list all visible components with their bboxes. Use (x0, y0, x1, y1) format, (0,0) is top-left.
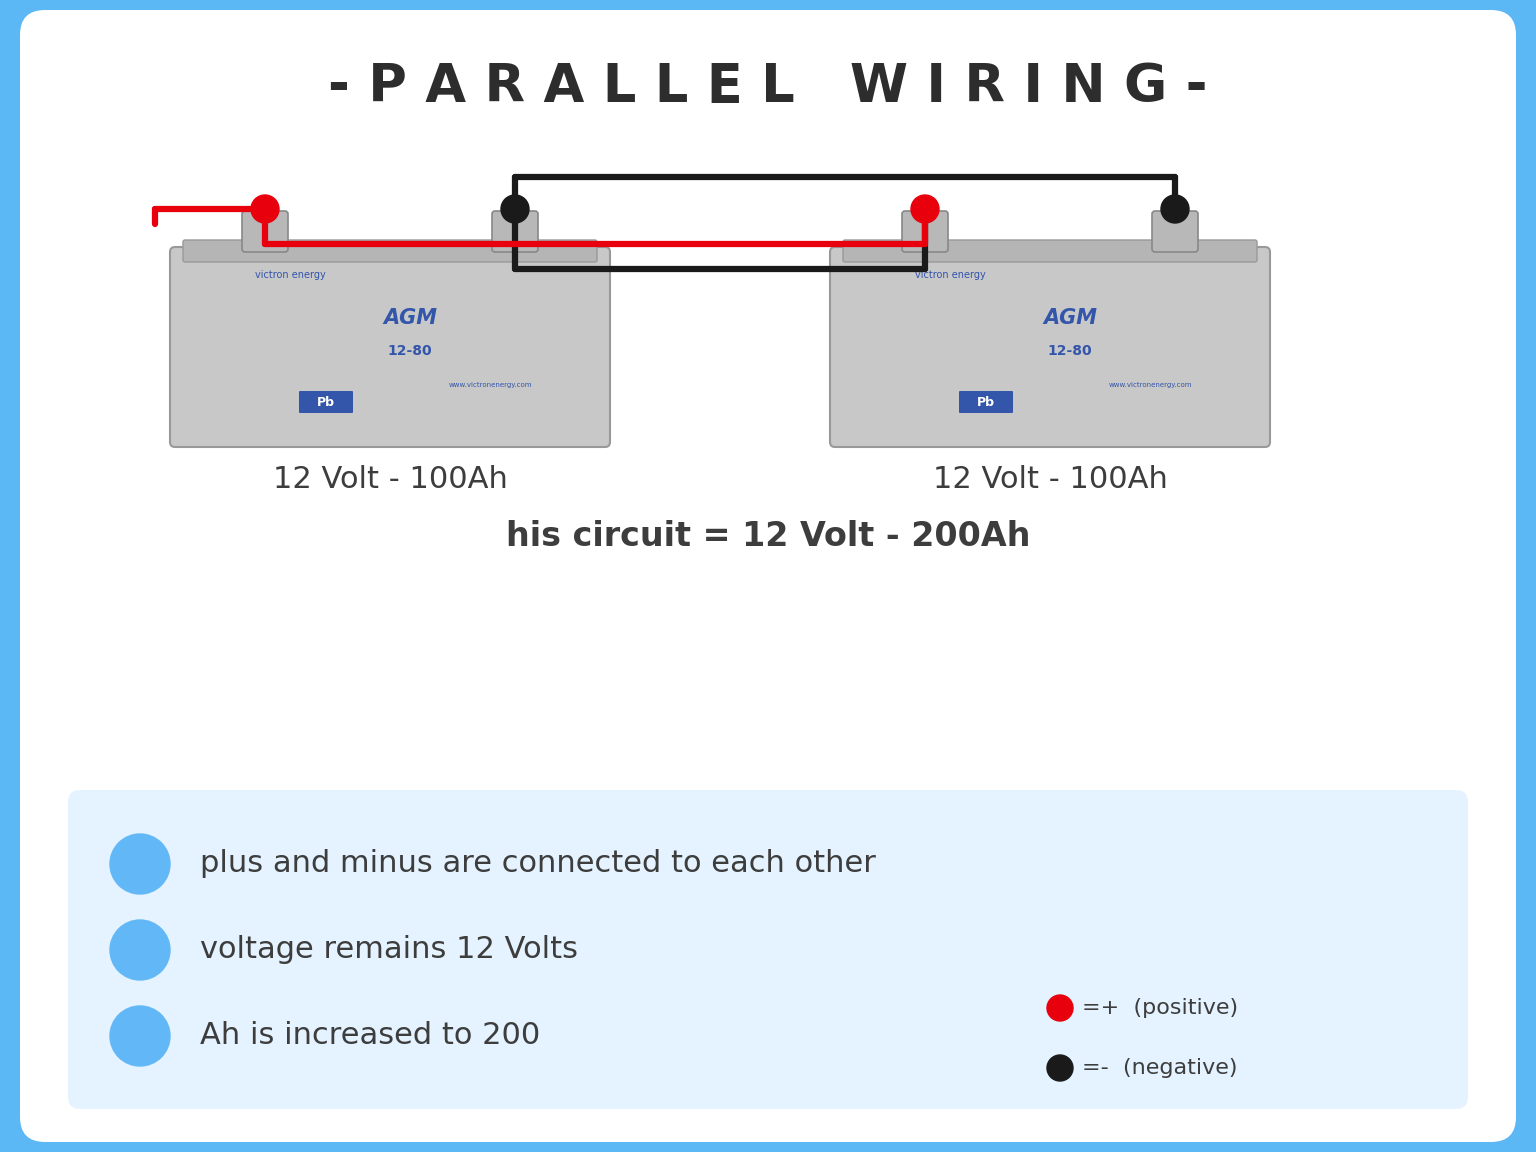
Text: voltage remains 12 Volts: voltage remains 12 Volts (200, 935, 578, 964)
Text: 12 Volt - 100Ah: 12 Volt - 100Ah (932, 465, 1167, 494)
Circle shape (111, 834, 170, 894)
Circle shape (501, 195, 528, 223)
FancyBboxPatch shape (492, 211, 538, 252)
Text: =+  (positive): =+ (positive) (1081, 998, 1238, 1018)
FancyBboxPatch shape (183, 240, 598, 262)
FancyBboxPatch shape (243, 211, 289, 252)
Text: AGM: AGM (382, 309, 438, 328)
Text: www.victronenergy.com: www.victronenergy.com (1109, 382, 1192, 388)
Text: plus and minus are connected to each other: plus and minus are connected to each oth… (200, 849, 876, 879)
Text: Pb: Pb (316, 395, 335, 409)
Text: 12-80: 12-80 (1048, 343, 1092, 358)
FancyBboxPatch shape (300, 391, 353, 414)
FancyBboxPatch shape (68, 790, 1468, 1109)
Text: victron energy: victron energy (914, 270, 986, 280)
Circle shape (1048, 1055, 1074, 1081)
Text: =-  (negative): =- (negative) (1081, 1058, 1238, 1078)
FancyBboxPatch shape (170, 247, 610, 447)
Circle shape (250, 195, 280, 223)
Circle shape (1048, 995, 1074, 1021)
FancyBboxPatch shape (902, 211, 948, 252)
Circle shape (111, 920, 170, 980)
Circle shape (111, 1006, 170, 1066)
FancyBboxPatch shape (843, 240, 1256, 262)
Text: - P A R A L L E L   W I R I N G -: - P A R A L L E L W I R I N G - (329, 61, 1207, 113)
Text: www.victronenergy.com: www.victronenergy.com (449, 382, 531, 388)
Text: Pb: Pb (977, 395, 995, 409)
Text: 12-80: 12-80 (387, 343, 432, 358)
Text: his circuit = 12 Volt - 200Ah: his circuit = 12 Volt - 200Ah (505, 521, 1031, 553)
Text: victron energy: victron energy (255, 270, 326, 280)
Text: 12 Volt - 100Ah: 12 Volt - 100Ah (272, 465, 507, 494)
FancyBboxPatch shape (20, 10, 1516, 1142)
Circle shape (911, 195, 938, 223)
FancyBboxPatch shape (958, 391, 1014, 414)
Circle shape (1161, 195, 1189, 223)
FancyBboxPatch shape (1152, 211, 1198, 252)
Text: Ah is increased to 200: Ah is increased to 200 (200, 1022, 541, 1051)
FancyBboxPatch shape (829, 247, 1270, 447)
Text: AGM: AGM (1043, 309, 1097, 328)
